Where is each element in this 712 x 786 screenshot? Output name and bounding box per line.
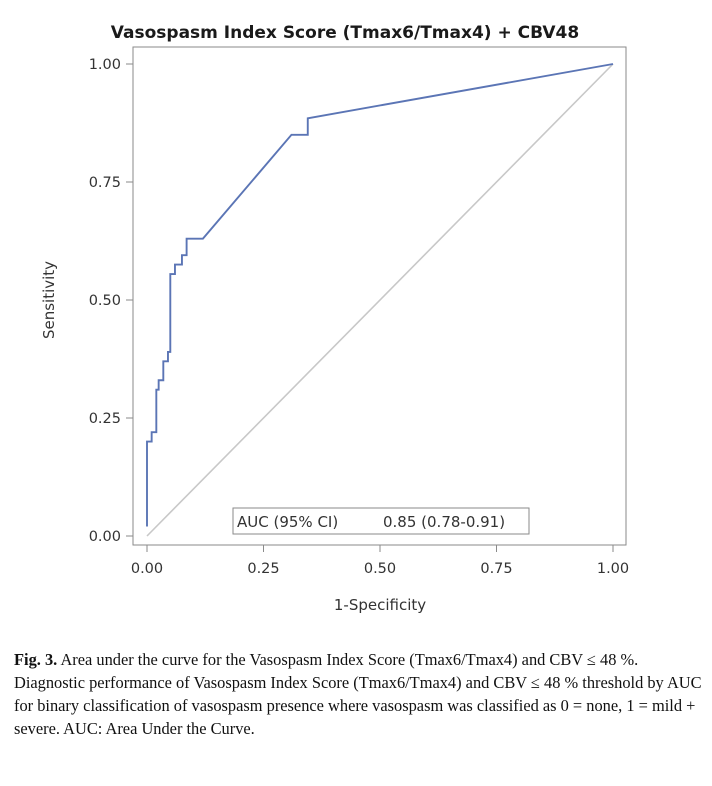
x-tick-label: 0.00 <box>131 561 163 577</box>
caption-text: Area under the curve for the Vasospasm I… <box>14 650 702 738</box>
x-axis: 0.00 0.25 0.50 0.75 1.00 <box>131 545 629 577</box>
y-tick-label: 0.25 <box>89 411 121 427</box>
auc-value: 0.85 (0.78-0.91) <box>383 513 505 531</box>
y-axis-label: Sensitivity <box>40 261 58 339</box>
x-axis-label: 1-Specificity <box>334 596 426 614</box>
figure-label: Fig. 3. <box>14 650 58 669</box>
roc-chart: Vasospasm Index Score (Tmax6/Tmax4) + CB… <box>40 23 629 614</box>
y-tick-label: 0.75 <box>89 175 121 191</box>
figure-caption: Fig. 3. Area under the curve for the Vas… <box>14 648 704 740</box>
reference-diagonal <box>146 63 614 537</box>
plot-frame <box>132 46 627 546</box>
y-axis: 0.00 0.25 0.50 0.75 1.00 <box>89 57 133 545</box>
auc-annotation-box: AUC (95% CI) 0.85 (0.78-0.91) <box>232 507 530 535</box>
x-tick-label: 0.50 <box>364 561 396 577</box>
y-tick-label: 1.00 <box>89 57 121 73</box>
roc-curve <box>146 63 614 527</box>
auc-label: AUC (95% CI) <box>237 513 338 531</box>
x-tick-label: 0.25 <box>247 561 279 577</box>
chart-title: Vasospasm Index Score (Tmax6/Tmax4) + CB… <box>111 23 579 43</box>
y-tick-label: 0.50 <box>89 293 121 309</box>
x-tick-label: 0.75 <box>480 561 512 577</box>
x-tick-label: 1.00 <box>597 561 629 577</box>
y-tick-label: 0.00 <box>89 529 121 545</box>
